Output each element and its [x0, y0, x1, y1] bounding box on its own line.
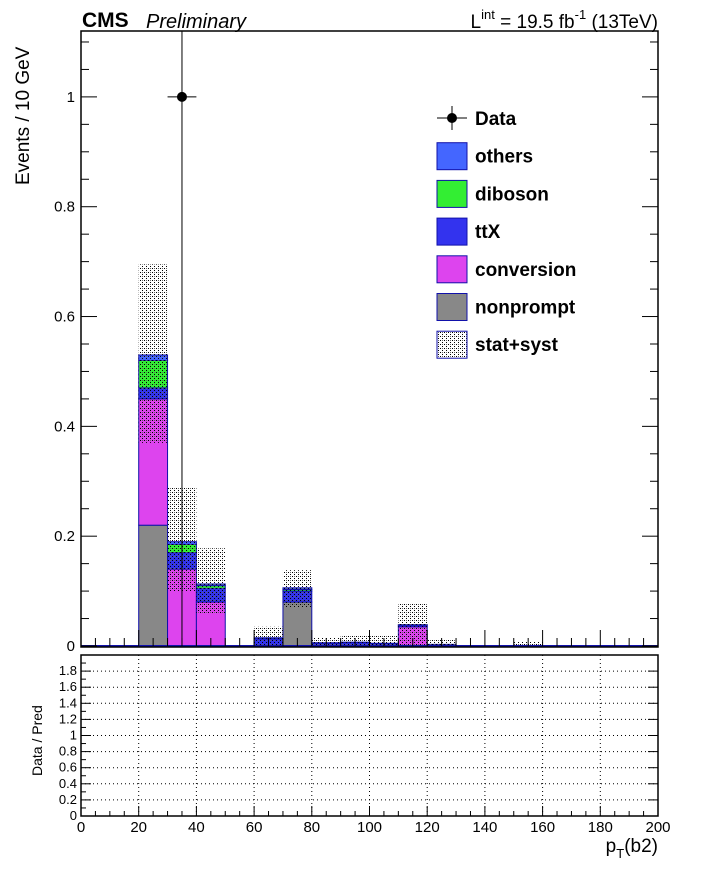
- legend-label: Data: [475, 109, 517, 130]
- lumi-value: = 19.5 fb: [495, 12, 575, 33]
- y-tick-label: 0.2: [54, 528, 75, 545]
- legend: Data others diboson ttX conversion nonprompt s…: [436, 106, 576, 359]
- ratio-y-tick-label: 1: [70, 728, 77, 743]
- main-frame: [80, 30, 659, 648]
- ratio-y-tick-label: 0.6: [59, 760, 77, 775]
- ratio-y-tick-label: 1.4: [59, 695, 77, 710]
- ratio-y-axis-title: Data / Pred: [29, 705, 45, 776]
- ratio-axes: 00.20.40.60.81 1.21.41.61.8 0 20 40 60 80 100 12…: [59, 662, 671, 836]
- x-tick-label: 0: [77, 819, 85, 836]
- legend-data-marker: [447, 113, 457, 123]
- main-axes: 0 0.2 0.4 0.6 0.8 1: [54, 41, 659, 655]
- legend-swatch: [436, 142, 468, 171]
- legend-entry-stat-syst: stat+syst: [436, 330, 559, 359]
- data-points: [167, 31, 197, 646]
- uncertainty-bin-4: [282, 570, 312, 608]
- x-axis-title-rest: (b2): [624, 836, 658, 857]
- ratio-y-tick-label: 0.2: [59, 792, 77, 807]
- x-tick-label: 20: [130, 819, 147, 836]
- y-axis-title: Events / 10 GeV: [13, 46, 34, 185]
- x-tick-label: 100: [357, 819, 382, 836]
- y-tick-label: 0.8: [54, 199, 75, 216]
- x-tick-label: 60: [246, 819, 263, 836]
- legend-entry-ttx: ttX: [436, 217, 501, 246]
- ratio-y-tick-label: 1.2: [59, 711, 77, 726]
- legend-swatch: [436, 255, 468, 284]
- x-tick-label: 40: [188, 819, 205, 836]
- legend-entry-conversion: conversion: [436, 255, 576, 284]
- ratio-y-tick-label: 1.6: [59, 679, 77, 694]
- lumi-exp: -1: [575, 7, 587, 22]
- legend-entry-diboson: diboson: [436, 179, 549, 208]
- ratio-y-tick-label: 0.8: [59, 744, 77, 759]
- legend-swatch: [436, 293, 468, 321]
- ratio-y-tick-label: 0: [70, 808, 77, 823]
- lumi-label: Lint = 19.5 fb-1 (13TeV): [471, 7, 658, 33]
- uncertainty-bin-0: [138, 264, 168, 443]
- status-label: Preliminary: [146, 11, 247, 33]
- ratio-y-tick-label: 1.8: [59, 663, 77, 678]
- x-tick-label: 200: [645, 819, 670, 836]
- y-tick-label: 1: [67, 89, 75, 106]
- x-axis-title-main: p: [606, 836, 617, 857]
- lumi-prefix: L: [471, 12, 482, 33]
- uncertainty-bin-2: [196, 548, 226, 614]
- lumi-sup: int: [481, 7, 495, 22]
- x-axis-title: pT(b2): [606, 836, 658, 861]
- legend-swatch: [436, 217, 468, 246]
- ratio-y-tick-label: 0.4: [59, 776, 77, 791]
- legend-swatch: [436, 330, 468, 359]
- legend-swatch: [436, 179, 468, 208]
- y-tick-label: 0.6: [54, 309, 75, 326]
- y-tick-label: 0.4: [54, 418, 75, 435]
- legend-entry-data: Data: [437, 106, 517, 130]
- legend-entry-nonprompt: nonprompt: [436, 293, 576, 321]
- legend-entry-others: others: [436, 142, 533, 171]
- lumi-energy: (13TeV): [586, 12, 658, 33]
- y-tick-label: 0: [67, 638, 75, 655]
- legend-label: others: [475, 147, 533, 168]
- uncertainty-band: [138, 264, 543, 646]
- main-panel: 0 0.2 0.4 0.6 0.8 1 Events / 10 GeV Data other…: [13, 30, 659, 655]
- bar-nonprompt-bin-0: [138, 524, 169, 647]
- x-axis-title-sub: T: [616, 846, 624, 861]
- x-tick-label: 160: [530, 819, 555, 836]
- legend-label: ttX: [475, 222, 501, 243]
- data-point-marker: [176, 91, 187, 102]
- x-tick-label: 120: [415, 819, 440, 836]
- legend-label: nonprompt: [475, 298, 576, 319]
- legend-label: diboson: [475, 184, 549, 205]
- uncertainty-bin-3: [254, 626, 283, 646]
- experiment-label: CMS: [82, 9, 129, 32]
- x-tick-label: 140: [472, 819, 497, 836]
- ratio-grid: [81, 655, 658, 816]
- x-tick-label: 80: [303, 819, 320, 836]
- legend-label: conversion: [475, 260, 576, 281]
- ratio-panel: 00.20.40.60.81 1.21.41.61.8 0 20 40 60 80 100 12…: [29, 654, 671, 836]
- data-point-0: [167, 31, 197, 646]
- legend-label: stat+syst: [475, 335, 559, 356]
- x-tick-label: 180: [588, 819, 613, 836]
